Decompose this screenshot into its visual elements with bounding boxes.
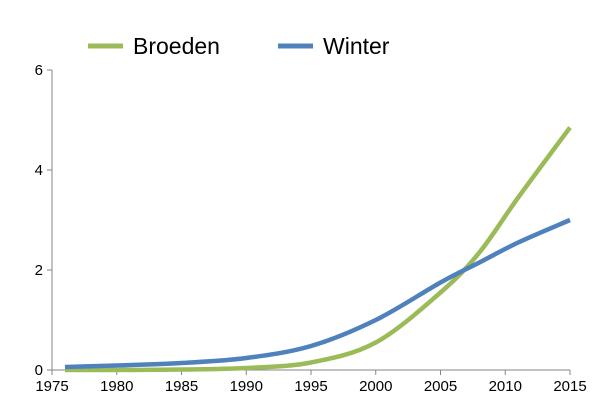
legend: Broeden Winter [88,33,390,59]
legend-label-winter: Winter [323,33,390,59]
x-tick-label: 2005 [424,378,457,395]
y-tick-label: 2 [35,262,43,279]
x-tick-label: 2010 [489,378,522,395]
x-tick-label: 1980 [100,378,133,395]
axes [47,69,571,375]
y-tick-label: 6 [35,62,43,79]
x-tick-label: 1995 [294,378,327,395]
legend-label-broeden: Broeden [133,33,220,59]
x-tick-label: 1990 [230,378,263,395]
y-tick-label: 4 [35,162,43,179]
x-tick-label: 2000 [359,378,392,395]
series-line-winter [64,217,571,370]
x-tick-label: 1985 [165,378,198,395]
series-line-broeden [64,126,572,373]
x-tick-label: 2015 [553,378,586,395]
tick-labels: 0 2 4 6 1975 1980 1985 1990 1995 2000 2005 2010 2015 [35,62,587,395]
series-lines [64,126,572,373]
y-tick-label: 0 [35,362,43,379]
x-tick-label: 1975 [35,378,68,395]
